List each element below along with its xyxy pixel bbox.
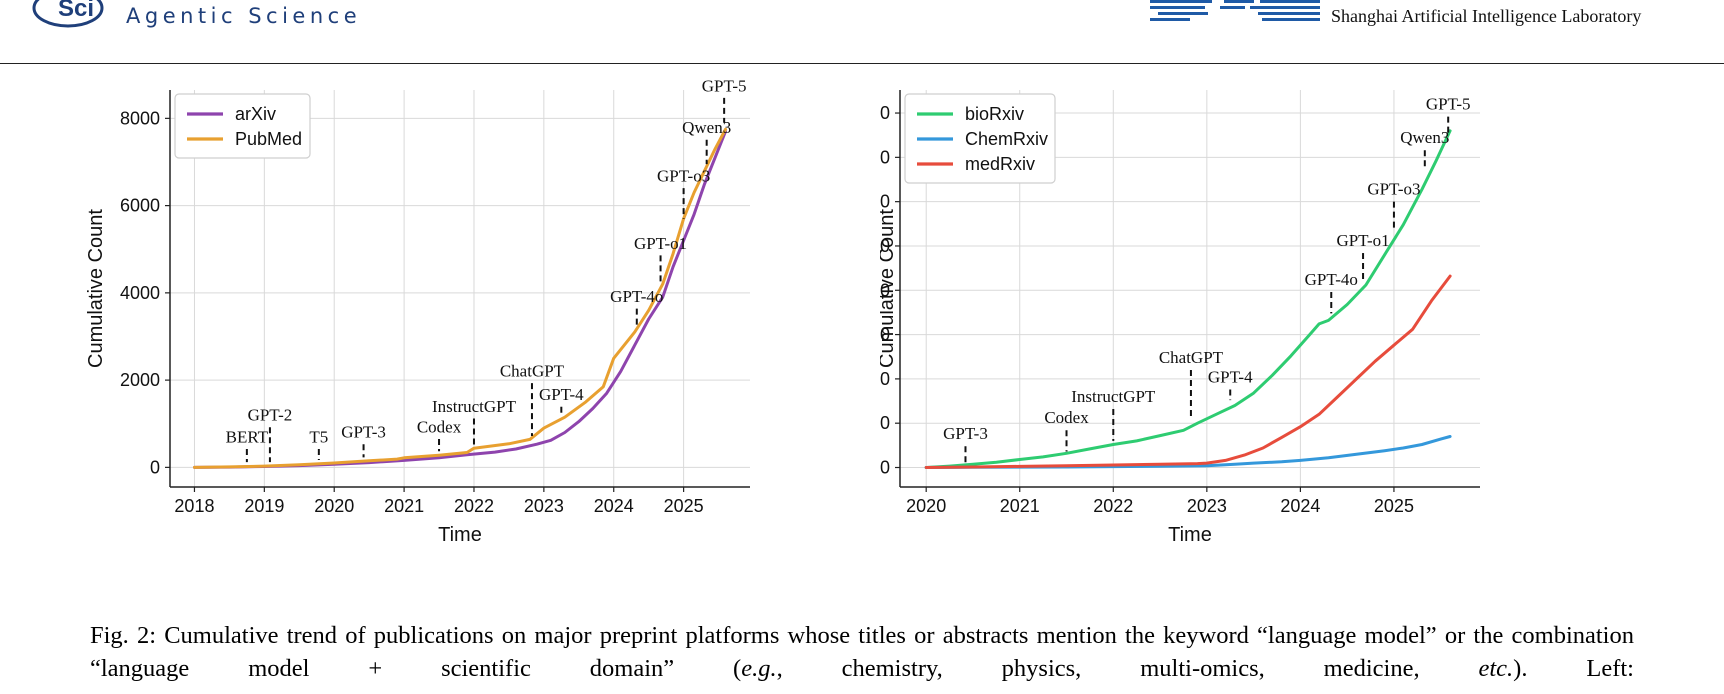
chart-0-annotation-label-chatgpt: ChatGPT	[500, 362, 565, 381]
chart-1-annotation-label-gpt-o3: GPT-o3	[1367, 180, 1420, 199]
caption-fig-label: Fig. 2:	[90, 622, 157, 649]
logo-text: Sci	[58, 0, 94, 22]
chart-1-y-tick-label-500: 500	[880, 369, 890, 389]
chart-0-series-line-pubmed	[193, 127, 727, 469]
chart-1-y-tick-label-0: 0	[880, 458, 890, 478]
caption-text-1: Cumulative trend of publications on majo…	[90, 622, 1634, 682]
chart-1-annotation-label-instructgpt: InstructGPT	[1071, 387, 1156, 406]
chart-0-x-tick-label-2018: 2018	[174, 496, 214, 516]
chart-1-legend-label-chemrxiv: ChemRxiv	[965, 129, 1048, 149]
chart-1-legend: bioRxiv ChemRxiv medRxiv	[904, 93, 1056, 184]
chart-1-x-tick-label-2020: 2020	[906, 496, 946, 516]
chart-1-x-tick-label-2023: 2023	[1187, 496, 1227, 516]
chart-1-y-tick-label-2000: 2000	[880, 103, 890, 123]
chart-0-y-tick-label-0: 0	[150, 457, 160, 477]
chart-1-legend-box	[904, 93, 1056, 184]
chart-1-x-tick-label-2021: 2021	[1000, 496, 1040, 516]
chart-0-x-tick-label-2022: 2022	[454, 496, 494, 516]
chart-1-y-tick-label-1250: 1250	[880, 236, 890, 256]
figure-caption: Fig. 2: Cumulative trend of publications…	[90, 619, 1634, 685]
chart-0-x-tick-label-2019: 2019	[244, 496, 284, 516]
chart-0-annotation-label-gpt-o1: GPT-o1	[634, 234, 687, 253]
chart-1-annotation-label-gpt-4o: GPT-4o	[1305, 270, 1358, 289]
chart-0-legend-label-pubmed: PubMed	[235, 129, 302, 149]
chart-1-x-tick-label-2024: 2024	[1280, 496, 1320, 516]
chart-0-y-axis-label: Cumulative Count	[85, 209, 107, 368]
chart-1-y-tick-label-1500: 1500	[880, 192, 890, 212]
chart-1-annotation-label-gpt-4: GPT-4	[1208, 367, 1253, 386]
chart-0-x-tick-label-2025: 2025	[664, 496, 704, 516]
chart-1-annotation-label-gpt-3: GPT-3	[943, 424, 988, 443]
chart-0-annotation-label-gpt-o3: GPT-o3	[657, 167, 710, 186]
chart-0-y-tick-label-8000: 8000	[120, 108, 160, 128]
chart-0-annotation-label-instructgpt: InstructGPT	[432, 397, 517, 416]
chart-right-biorxiv-chemrxiv-medrxiv: 2020 2021 2022 2023 2024 2025 0 250 500 750 1000 12…	[880, 80, 1640, 600]
chart-0-y-tick-label-2000: 2000	[120, 370, 160, 390]
chart-0-grid	[170, 90, 750, 487]
chart-0-annotation-label-gpt-3: GPT-3	[341, 423, 386, 442]
caption-text-2: , chemistry, physics, multi-omics, medic…	[776, 655, 1479, 682]
lab-name: Shanghai Artificial Intelligence Laborat…	[1331, 6, 1642, 26]
page-header: Sci Agentic Science Shanghai Artificial …	[0, 0, 1724, 64]
chart-0-legend-box	[174, 93, 311, 159]
chart-1-annotation-label-chatgpt: ChatGPT	[1159, 348, 1224, 367]
chart-right-svg: 2020 2021 2022 2023 2024 2025 0 250 500 750 1000 12…	[880, 90, 1480, 546]
agentic-science-logo: Sci	[32, 0, 104, 28]
chart-1-legend-label-medrxiv: medRxiv	[965, 154, 1035, 174]
chart-1-x-axis-label: Time	[1168, 524, 1212, 546]
chart-1-x-tick-label-2022: 2022	[1093, 496, 1133, 516]
chart-0-legend: arXiv PubMed	[174, 93, 311, 159]
chart-0-legend-label-arxiv: arXiv	[235, 104, 276, 124]
chart-left-svg: 2018 2019 2020 2021 2022 2023 2024 2025 0 2000 400…	[85, 80, 750, 546]
header-divider	[0, 63, 1724, 64]
caption-etc: etc.	[1478, 655, 1514, 682]
chart-1-annotation-label-qwen3: Qwen3	[1400, 128, 1449, 147]
chart-1-annotation-label-gpt-o1: GPT-o1	[1336, 231, 1389, 250]
shanghai-ai-lab-logo	[1150, 0, 1320, 21]
chart-0-x-tick-label-2023: 2023	[524, 496, 564, 516]
chart-1-x-tick-label-2025: 2025	[1374, 496, 1414, 516]
chart-0-annotation-label-codex: Codex	[417, 417, 462, 436]
chart-0-annotation-label-gpt-4: GPT-4	[539, 385, 584, 404]
chart-left-arxiv-pubmed: 2018 2019 2020 2021 2022 2023 2024 2025 0 2000 400…	[80, 80, 840, 600]
chart-0-annotation-label-gpt-5: GPT-5	[702, 80, 747, 95]
caption-text-3: ). Left:	[1513, 655, 1634, 682]
brand-name: Agentic Science	[126, 4, 362, 28]
chart-0-x-tick-label-2024: 2024	[594, 496, 634, 516]
chart-0-y-tick-label-4000: 4000	[120, 283, 160, 303]
chart-0-annotation-label-t5: T5	[309, 428, 328, 447]
chart-1-annotation-label-codex: Codex	[1044, 408, 1089, 427]
chart-1-y-axis-label: Cumulative Count	[880, 209, 898, 368]
chart-1-annotation-label-gpt-5: GPT-5	[1426, 94, 1471, 113]
chart-0-x-tick-label-2020: 2020	[314, 496, 354, 516]
chart-0-annotation-label-bert: BERT	[226, 428, 269, 447]
chart-0-x-tick-label-2021: 2021	[384, 496, 424, 516]
chart-1-series-line-medrxiv	[924, 274, 1452, 469]
caption-eg: e.g.	[741, 655, 777, 682]
chart-1-y-tick-label-1750: 1750	[880, 147, 890, 167]
chart-0-annotation-label-qwen3: Qwen3	[682, 118, 731, 137]
chart-1-series-line-biorxiv	[924, 129, 1452, 469]
chart-1-legend-label-biorxiv: bioRxiv	[965, 104, 1024, 124]
chart-0-annotation-label-gpt-4o: GPT-4o	[610, 287, 663, 306]
chart-1-y-tick-label-1000: 1000	[880, 280, 890, 300]
chart-1-y-tick-label-250: 250	[880, 413, 890, 433]
chart-0-x-axis-label: Time	[438, 524, 482, 546]
chart-0-annotation-label-gpt-2: GPT-2	[248, 406, 293, 425]
chart-1-y-tick-label-750: 750	[880, 325, 890, 345]
chart-0-y-tick-label-6000: 6000	[120, 196, 160, 216]
